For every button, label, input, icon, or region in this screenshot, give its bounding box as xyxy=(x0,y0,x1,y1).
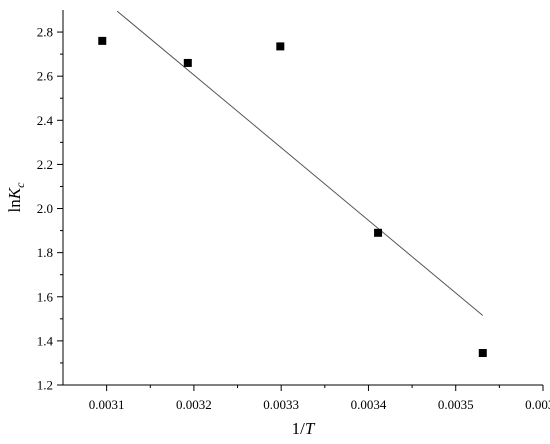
y-tick-label: 1.8 xyxy=(37,245,53,260)
x-tick-label: 0.0034 xyxy=(351,397,387,412)
data-point xyxy=(374,228,383,237)
x-axis-title: 1/T xyxy=(292,419,316,438)
x-axis-ticks: 0.0031 0.0032 0.0033 0.0034 0.0035 0.0036 xyxy=(89,385,550,412)
data-point xyxy=(183,58,192,67)
y-axis-title-fn: ln xyxy=(5,199,24,213)
x-tick-label: 0.0033 xyxy=(263,397,299,412)
y-tick-label: 2.4 xyxy=(37,113,54,128)
y-axis-title: lnKc xyxy=(5,182,27,213)
data-point xyxy=(98,36,107,45)
x-axis-title-var: T xyxy=(305,419,316,438)
y-tick-label: 2.2 xyxy=(37,157,53,172)
y-tick-label: 1.6 xyxy=(37,289,54,304)
plot-axes xyxy=(62,10,543,386)
data-point xyxy=(276,42,285,51)
fit-line-group xyxy=(116,10,484,316)
y-tick-label: 2.8 xyxy=(37,25,53,40)
x-tick-label: 0.0031 xyxy=(89,397,125,412)
x-tick-label: 0.0032 xyxy=(176,397,212,412)
x-axis-title-num: 1/ xyxy=(292,419,306,438)
data-point xyxy=(478,349,487,358)
x-tick-label: 0.0036 xyxy=(525,397,550,412)
y-axis-ticks: 1.2 1.4 1.6 1.8 2.0 2.2 2.4 2.6 2.8 xyxy=(37,25,63,393)
y-tick-label: 2.6 xyxy=(37,69,54,84)
y-tick-label: 2.0 xyxy=(37,201,53,216)
linear-fit-line xyxy=(116,10,484,316)
y-axis-title-var: K xyxy=(5,186,24,200)
y-tick-label: 1.4 xyxy=(37,333,54,348)
x-tick-label: 0.0035 xyxy=(438,397,474,412)
y-axis-title-sub: c xyxy=(13,182,27,188)
y-tick-label: 1.2 xyxy=(37,378,53,393)
data-points xyxy=(98,36,487,358)
